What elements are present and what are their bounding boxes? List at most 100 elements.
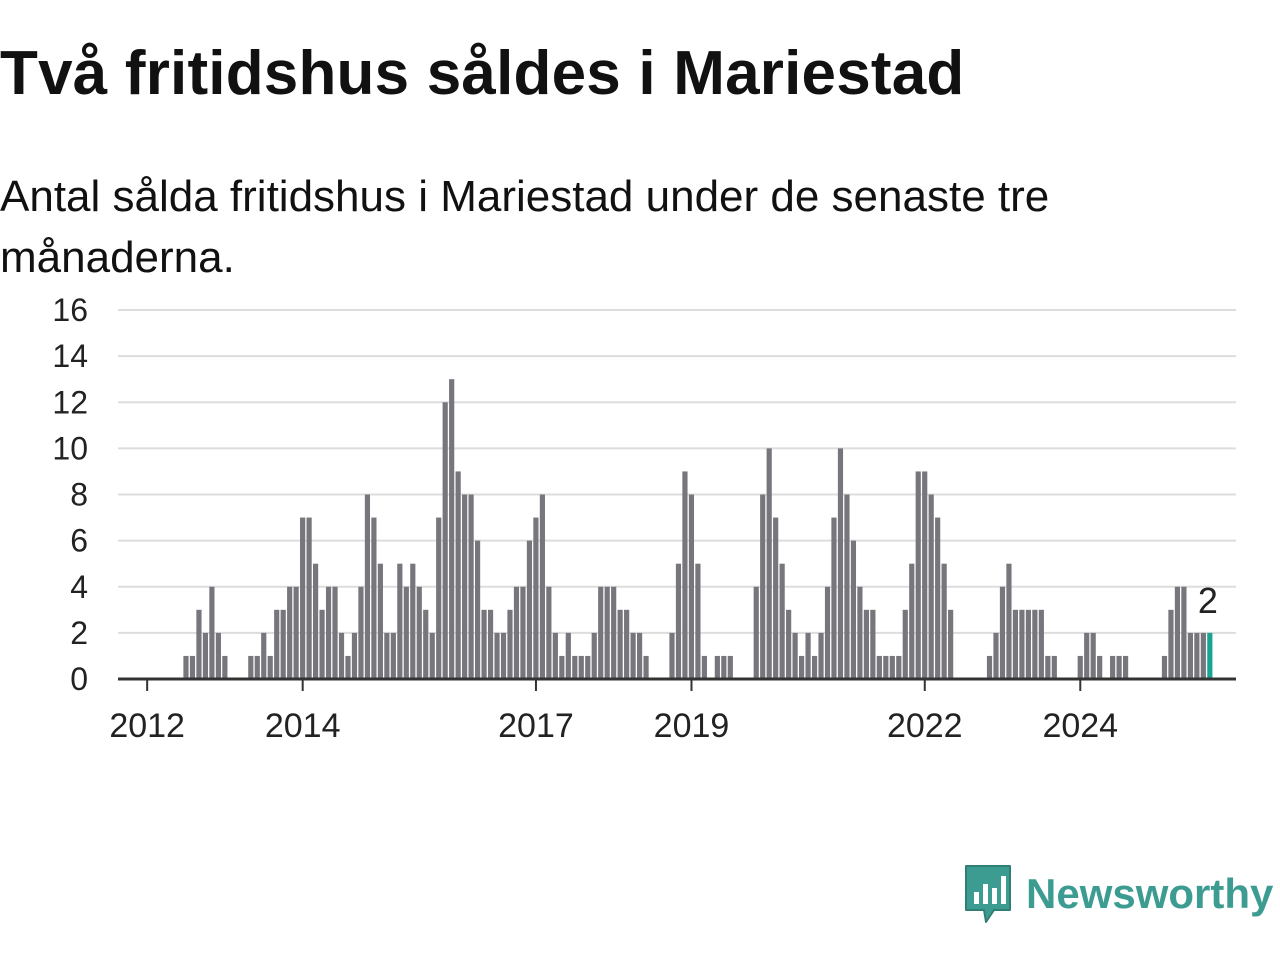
bar <box>863 609 869 679</box>
bar <box>1077 655 1083 679</box>
bar <box>1200 632 1206 679</box>
bar <box>319 609 325 679</box>
bar <box>325 586 332 679</box>
bar <box>1051 655 1057 679</box>
bar <box>313 563 319 679</box>
bar <box>410 563 416 679</box>
bar <box>760 494 766 679</box>
bar <box>611 586 617 679</box>
bar <box>624 609 630 679</box>
bar <box>1032 609 1038 679</box>
bar <box>513 586 520 679</box>
y-tick-label: 14 <box>52 338 88 374</box>
bar <box>436 517 442 679</box>
bar <box>909 563 915 679</box>
bar <box>248 655 254 679</box>
bar <box>617 609 623 679</box>
bar <box>714 655 720 679</box>
bar <box>773 517 779 679</box>
bar <box>585 655 591 679</box>
bar <box>1084 632 1090 679</box>
y-tick-label: 2 <box>70 615 88 651</box>
bar <box>183 655 189 679</box>
logo-text: Newsworthy <box>1026 870 1274 917</box>
x-tick-label: 2014 <box>265 707 341 745</box>
bar <box>1045 655 1051 679</box>
bar <box>559 655 565 679</box>
bar <box>306 517 312 679</box>
chart-title: Två fritidshus såldes i Mariestad <box>0 39 965 108</box>
x-tick-label: 2022 <box>887 707 963 745</box>
bar <box>1110 655 1116 679</box>
bar <box>818 632 824 679</box>
y-tick-label: 12 <box>52 384 88 420</box>
bar <box>915 471 921 679</box>
bar <box>293 586 299 679</box>
bar <box>533 517 539 679</box>
bar <box>377 563 383 679</box>
bar <box>578 655 584 679</box>
bar <box>423 609 429 679</box>
bar <box>462 494 468 679</box>
bar <box>1123 655 1129 679</box>
bar <box>948 609 954 679</box>
bar <box>844 494 850 679</box>
bar <box>695 563 701 679</box>
bar <box>500 632 507 679</box>
bar <box>254 655 260 679</box>
bar <box>811 655 818 679</box>
bar <box>215 632 221 679</box>
y-tick-label: 6 <box>70 523 88 559</box>
x-tick-label: 2019 <box>654 707 730 745</box>
bar <box>539 494 545 679</box>
bar-chart: 0 2 4 6 8 10 12 14 16 2012 2014 2017 2019 2022 2024 2 <box>52 292 1236 745</box>
bar <box>591 632 597 679</box>
y-tick-label: 8 <box>70 477 88 513</box>
bar <box>384 632 390 679</box>
bar <box>1194 632 1200 679</box>
bar <box>986 655 993 679</box>
bar <box>753 586 759 679</box>
bar <box>487 609 494 679</box>
bar <box>1019 609 1025 679</box>
bar <box>267 655 273 679</box>
bar <box>604 586 610 679</box>
bar <box>682 471 688 679</box>
bar <box>831 517 837 679</box>
bar <box>630 632 636 679</box>
bar-highlight <box>1207 632 1213 679</box>
bar <box>688 494 695 679</box>
bar <box>889 655 895 679</box>
bar <box>799 655 805 679</box>
bar <box>429 632 435 679</box>
bar <box>1174 586 1181 679</box>
bar <box>397 563 403 679</box>
x-tick-label: 2024 <box>1042 707 1118 745</box>
bar <box>280 609 286 679</box>
newsworthy-bar-chart-icon <box>965 865 1011 923</box>
bar <box>475 540 481 679</box>
bar <box>274 609 280 679</box>
bar <box>287 586 293 679</box>
y-tick-label: 10 <box>52 430 88 466</box>
bar <box>403 586 409 679</box>
bar <box>675 563 682 679</box>
bar <box>669 632 675 679</box>
bar <box>1181 586 1187 679</box>
bar <box>416 586 422 679</box>
bar <box>520 586 526 679</box>
bar <box>546 586 552 679</box>
bar <box>261 632 267 679</box>
newsworthy-logo: Newsworthy <box>962 862 1273 926</box>
bar <box>935 517 941 679</box>
bar <box>850 540 857 679</box>
x-tick-label: 2012 <box>109 707 185 745</box>
bar <box>857 586 863 679</box>
bar <box>526 540 533 679</box>
chart-subtitle: Antal sålda fritidshus i Mariestad under… <box>0 172 1050 282</box>
y-tick-label: 16 <box>52 292 88 328</box>
bar <box>1097 655 1103 679</box>
bar <box>345 655 351 679</box>
bar <box>598 586 604 679</box>
bar <box>507 609 513 679</box>
